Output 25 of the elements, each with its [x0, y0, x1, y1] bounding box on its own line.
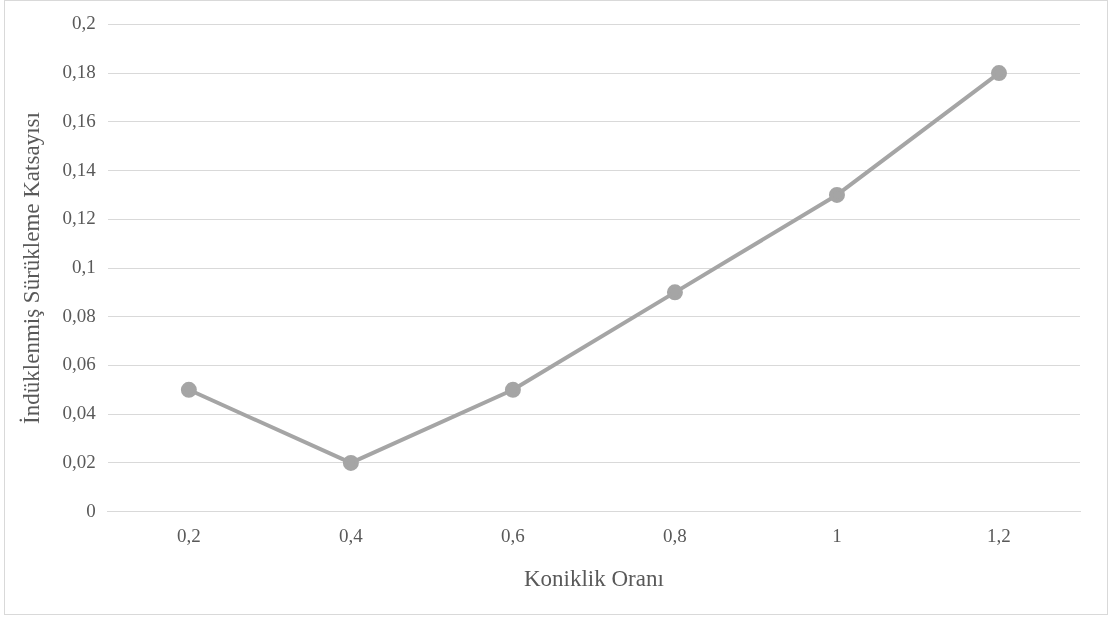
- point: [342, 454, 359, 471]
- y-tick-label: 0,12: [62, 207, 96, 229]
- point: [504, 381, 521, 398]
- x-tick-label: 0,8: [663, 524, 687, 546]
- y-tick-label: 0,02: [62, 450, 96, 472]
- y-tick-label: 0,08: [62, 304, 96, 326]
- y-axis-title: İndüklenmiş Sürükleme Katsayısı: [18, 112, 44, 424]
- x-tick-label: 0,6: [501, 524, 525, 546]
- y-tick-label: 0,06: [62, 353, 96, 375]
- y-tick-label: 0: [86, 499, 96, 521]
- x-axis-title: Koniklik Oranı: [523, 566, 664, 592]
- y-tick-label: 0,04: [62, 402, 97, 424]
- y-tick-label: 0,1: [72, 255, 96, 277]
- x-tick-label: 0,2: [176, 524, 201, 546]
- x-tick-label: 1,2: [987, 524, 1011, 546]
- x-tick-label: 0,4: [339, 524, 364, 546]
- y-tick-label: 0,16: [62, 109, 96, 131]
- y-tick-label: 0,14: [62, 158, 97, 180]
- y-tick-label: 0,2: [72, 12, 96, 34]
- y-tick-label: 0,18: [62, 61, 96, 83]
- point: [180, 381, 197, 398]
- x-tick-label: 1: [832, 524, 842, 546]
- point: [666, 284, 683, 301]
- point: [990, 65, 1007, 82]
- point: [828, 186, 845, 203]
